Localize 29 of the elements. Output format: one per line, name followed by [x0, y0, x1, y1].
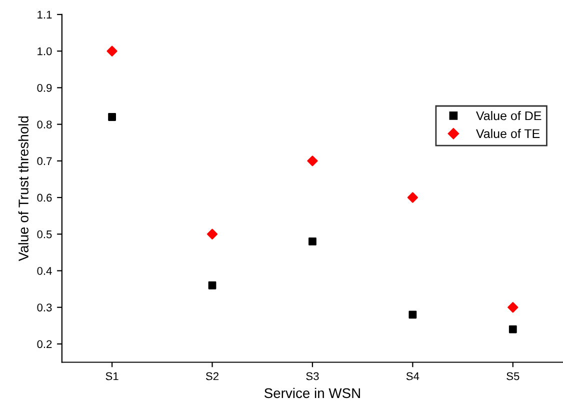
point: [308, 237, 316, 246]
y-tick-label: 0.3: [37, 304, 52, 312]
y-tick-label: 0.9: [37, 84, 52, 92]
legend-label: Value of DE: [476, 110, 542, 120]
y-tick-label: 0.7: [37, 157, 52, 166]
y-tick-label: 0.8: [37, 120, 52, 128]
legend-label: Value of TE: [476, 128, 540, 138]
y-tick-label: 0.4: [37, 267, 52, 275]
point: [106, 46, 118, 56]
y-tick-label: 0.2: [37, 340, 52, 348]
y-tick-label: 0.5: [37, 230, 52, 238]
x-tick-label: S3: [306, 372, 319, 380]
point: [408, 310, 417, 319]
x-tick-label: S5: [506, 372, 520, 380]
point: [108, 113, 116, 121]
x-tick-label: S4: [406, 372, 420, 380]
y-tick-label: 1.1: [38, 10, 52, 19]
y-tick-label: 0.6: [37, 194, 52, 202]
point: [206, 228, 218, 240]
x-axis-title: Service in WSN: [264, 388, 360, 398]
x-tick-label: S1: [106, 372, 118, 380]
point: [508, 302, 518, 313]
point: [307, 156, 318, 166]
y-axis-title: Value of Trust threshold: [18, 116, 28, 262]
x-tick-label: S2: [206, 372, 218, 380]
point: [508, 325, 517, 334]
y-tick-label: 1.0: [38, 47, 52, 56]
point: [208, 281, 216, 290]
point: [407, 192, 418, 203]
